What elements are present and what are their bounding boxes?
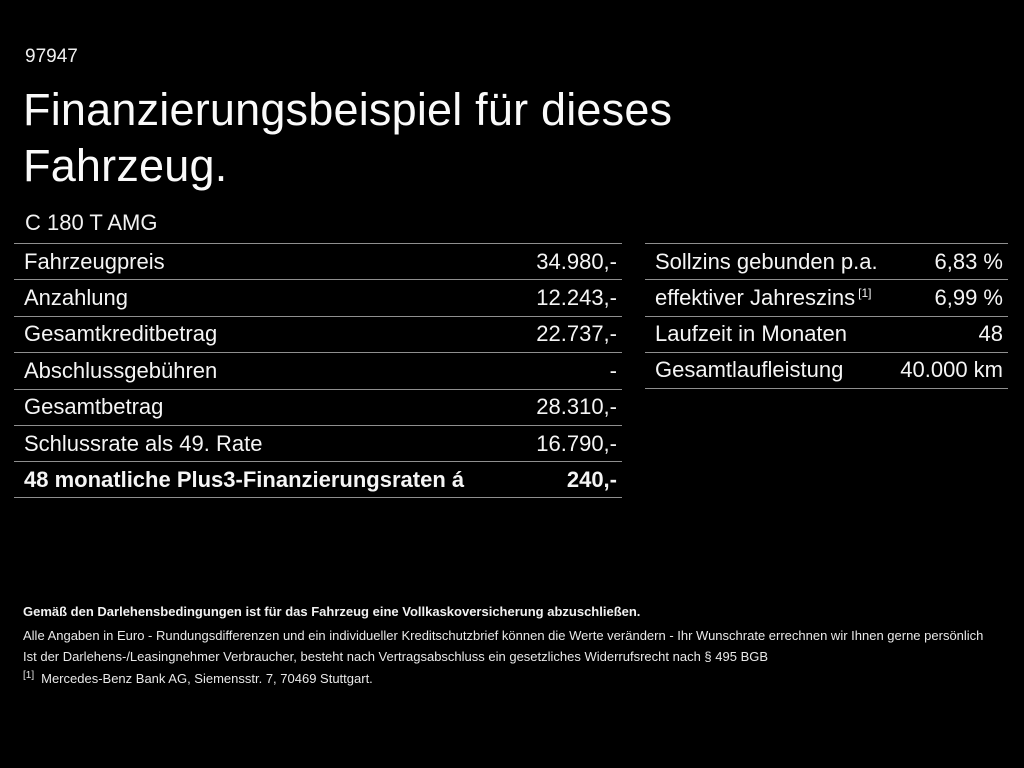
table-row: Anzahlung 12.243,- <box>14 279 622 315</box>
page-title: Finanzierungsbeispiel für dieses Fahrzeu… <box>23 82 672 194</box>
row-label: Schlussrate als 49. Rate <box>24 430 263 456</box>
footnote-reference: [1] <box>858 285 872 300</box>
table-row: Schlussrate als 49. Rate 16.790,- <box>14 424 622 461</box>
page-title-line-1: Finanzierungsbeispiel für dieses <box>23 84 673 135</box>
row-value: 40.000 km <box>900 357 1003 383</box>
table-row: 48 monatliche Plus3-Finanzierungsraten á… <box>14 461 622 498</box>
table-row: Sollzins gebunden p.a. 6,83 % <box>645 243 1008 279</box>
row-label: Abschlussgebühren <box>24 357 218 383</box>
table-row: Gesamtlaufleistung 40.000 km <box>645 352 1008 389</box>
table-row: Fahrzeugpreis 34.980,- <box>14 243 622 279</box>
financing-amounts-table: Fahrzeugpreis 34.980,- Anzahlung 12.243,… <box>14 243 622 498</box>
disclaimer-line-2: Ist der Darlehens-/Leasingnehmer Verbrau… <box>23 649 769 664</box>
row-value: 28.310,- <box>536 394 617 420</box>
row-value: 22.737,- <box>536 321 617 347</box>
row-value: 48 <box>978 321 1003 347</box>
row-label: Gesamtbetrag <box>24 394 164 420</box>
row-label: Gesamtkreditbetrag <box>24 321 218 347</box>
row-label: Laufzeit in Monaten <box>655 321 848 347</box>
footnote: [1] Mercedes-Benz Bank AG, Siemensstr. 7,… <box>23 669 373 687</box>
row-label: 48 monatliche Plus3-Finanzierungsraten á <box>24 466 465 492</box>
row-value: - <box>609 357 617 383</box>
row-label: Sollzins gebunden p.a. <box>655 248 878 274</box>
document-number: 97947 <box>25 46 78 67</box>
row-label: Anzahlung <box>24 285 128 311</box>
row-value: 6,83 % <box>934 248 1004 274</box>
row-value: 6,99 % <box>934 285 1004 311</box>
table-row: Abschlussgebühren - <box>14 352 622 388</box>
disclaimer-line-1: Alle Angaben in Euro - Rundungsdifferenz… <box>23 628 984 643</box>
row-value: 34.980,- <box>536 248 617 274</box>
financing-conditions-table: Sollzins gebunden p.a. 6,83 % effektiver… <box>645 243 1008 389</box>
vehicle-model: C 180 T AMG <box>25 210 158 235</box>
row-label: effektiver Jahreszins [1] <box>655 285 872 311</box>
row-label: Fahrzeugpreis <box>24 248 165 274</box>
row-value: 12.243,- <box>536 285 617 311</box>
row-value: 240,- <box>566 466 617 492</box>
insurance-note: Gemäß den Darlehensbedingungen ist für d… <box>23 604 641 619</box>
table-row: Gesamtkreditbetrag 22.737,- <box>14 315 622 352</box>
row-value: 16.790,- <box>536 430 617 456</box>
row-label: Gesamtlaufleistung <box>655 357 844 383</box>
footnote-marker: [1] <box>23 669 35 681</box>
table-row: Laufzeit in Monaten 48 <box>645 315 1008 352</box>
table-row: effektiver Jahreszins [1] 6,99 % <box>645 279 1008 315</box>
page-title-line-2: Fahrzeug. <box>23 140 228 191</box>
table-row: Gesamtbetrag 28.310,- <box>14 388 622 425</box>
footnote-text: Mercedes-Benz Bank AG, Siemensstr. 7, 70… <box>41 671 373 686</box>
